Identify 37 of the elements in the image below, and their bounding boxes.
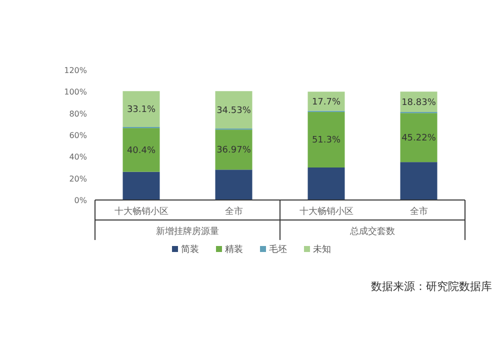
bar bbox=[215, 91, 252, 129]
y-tick-label: 20% bbox=[69, 174, 88, 184]
legend-label: 精装 bbox=[225, 244, 243, 255]
x-tick-label: 十大畅销小区 bbox=[114, 206, 168, 217]
x-tick-label: 全市 bbox=[224, 206, 243, 217]
y-tick-label: 0% bbox=[74, 196, 88, 205]
bar bbox=[122, 91, 160, 127]
y-tick-label: 60% bbox=[69, 131, 88, 140]
data-label: 18.83% bbox=[402, 98, 436, 108]
x-tick-label: 全市 bbox=[410, 206, 428, 217]
data-label: 36.97% bbox=[216, 146, 252, 156]
text: 新增挂牌房源量 bbox=[156, 226, 219, 237]
data-label: 51.3% bbox=[312, 136, 341, 146]
source-note: 数据来源：研究院数据库 bbox=[371, 280, 492, 293]
bar bbox=[215, 170, 252, 200]
bar bbox=[400, 162, 438, 200]
data-label: 34.53% bbox=[216, 106, 252, 116]
y-tick-label: 100% bbox=[64, 88, 88, 97]
data-label: 33.1% bbox=[126, 105, 156, 116]
bar bbox=[215, 130, 252, 170]
text: 总成交套数 bbox=[349, 226, 395, 237]
legend-label: 简装 bbox=[181, 244, 199, 255]
legend-label: 未知 bbox=[313, 244, 331, 255]
bar bbox=[400, 113, 438, 162]
data-label: 17.7% bbox=[312, 97, 341, 108]
data-label: 40.4% bbox=[126, 146, 156, 156]
legend-label: 毛坯 bbox=[269, 244, 287, 255]
y-tick-label: 40% bbox=[69, 152, 88, 162]
bar bbox=[308, 92, 345, 111]
y-tick-label: 80% bbox=[69, 109, 88, 118]
y-tick-label: 120% bbox=[64, 66, 88, 75]
x-tick-label: 十大畅销小区 bbox=[299, 206, 354, 217]
bar bbox=[308, 112, 345, 168]
data-label: 45.22% bbox=[402, 134, 436, 144]
bar bbox=[122, 128, 160, 172]
bar bbox=[308, 168, 345, 200]
bar bbox=[122, 172, 160, 200]
